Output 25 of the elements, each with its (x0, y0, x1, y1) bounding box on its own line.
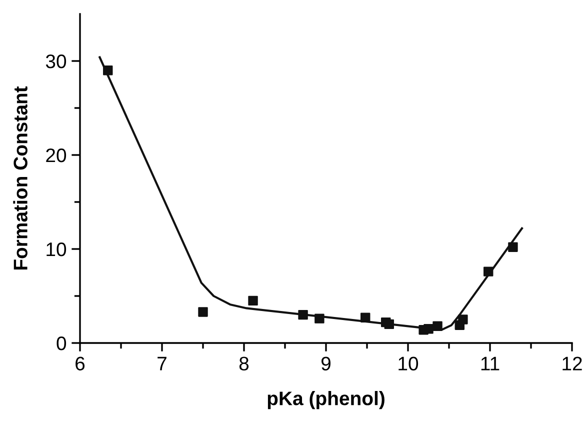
x-tick-label: 11 (481, 356, 500, 370)
point (198, 307, 208, 317)
point (508, 242, 518, 252)
x-tick-label: 10 (398, 356, 418, 370)
point (424, 324, 434, 334)
point (298, 310, 308, 320)
x-tick-label: 8 (239, 356, 249, 370)
point (458, 314, 468, 324)
point (360, 312, 370, 322)
x-tick-label: 7 (158, 356, 166, 370)
y-tick-label: 0 (56, 336, 66, 350)
point (484, 266, 494, 276)
x-tick-label: 6 (76, 356, 85, 370)
point (314, 314, 324, 324)
point (248, 296, 258, 306)
point (103, 66, 113, 76)
y-tick-label: 30 (46, 54, 66, 68)
y-axis-title: Formation Constant (13, 86, 28, 270)
x-axis-title: pKa (phenol) (268, 390, 384, 410)
y-tick-label: 20 (46, 148, 66, 162)
x-tick-label: 9 (322, 356, 330, 370)
y-tick-label: 10 (46, 242, 66, 256)
point (384, 319, 394, 330)
point (432, 321, 442, 331)
x-tick-label: 12 (562, 356, 582, 370)
